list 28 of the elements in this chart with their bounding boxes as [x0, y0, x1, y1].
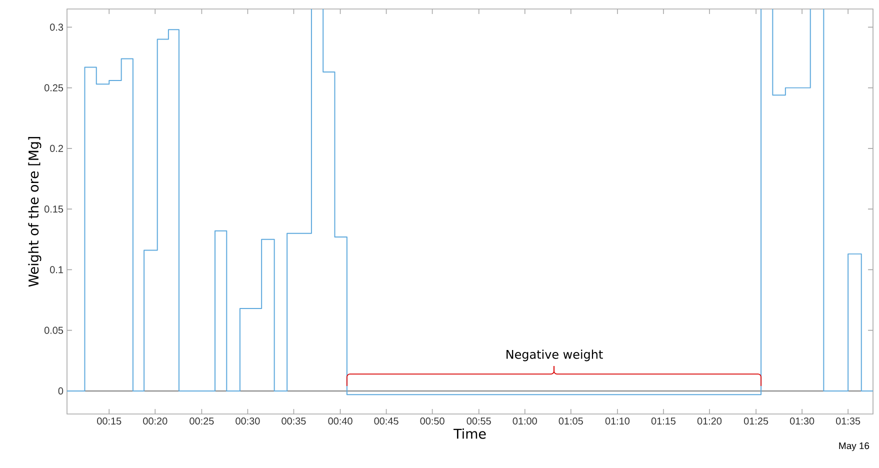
annotation: Negative weight [506, 350, 603, 362]
x-tick-label: 01:15 [651, 418, 676, 425]
x-tick-label: 00:50 [420, 418, 444, 425]
x-tick-label: 00:35 [282, 418, 306, 425]
x-tick-label: 01:30 [790, 418, 814, 425]
y-axis-title: Weight of the ore [Mg] [28, 136, 42, 287]
y-tick-label: 0.05 [44, 326, 64, 334]
y-tick-label: 0.3 [50, 24, 64, 31]
x-tick-label: 00:40 [328, 418, 352, 425]
y-tick-label: 0.15 [44, 206, 64, 213]
x-tick-label: 00:55 [466, 418, 491, 425]
x-tick-label: 01:10 [605, 418, 630, 425]
y-tick-label: 0.1 [50, 266, 63, 274]
x-tick-label: 00:20 [143, 418, 168, 425]
x-axis-title: Time [454, 428, 486, 439]
x-tick-label: 00:25 [190, 418, 214, 425]
x-tick-label: 00:15 [97, 418, 122, 425]
x-tick-label: 01:05 [558, 418, 583, 425]
x-tick-label: 01:35 [836, 418, 860, 425]
text: May 16 [839, 442, 870, 452]
x-tick-label: 01:25 [744, 418, 768, 425]
y-tick-label: 0.25 [44, 84, 64, 92]
x-tick-label: 01:00 [512, 418, 537, 425]
x-tick-label: 00:45 [374, 418, 398, 425]
x-tick-label: 00:30 [236, 418, 260, 425]
y-tick-label: 0 [58, 387, 64, 394]
x-tick-label: 01:20 [697, 418, 722, 425]
y-tick-label: 0.2 [50, 144, 63, 152]
